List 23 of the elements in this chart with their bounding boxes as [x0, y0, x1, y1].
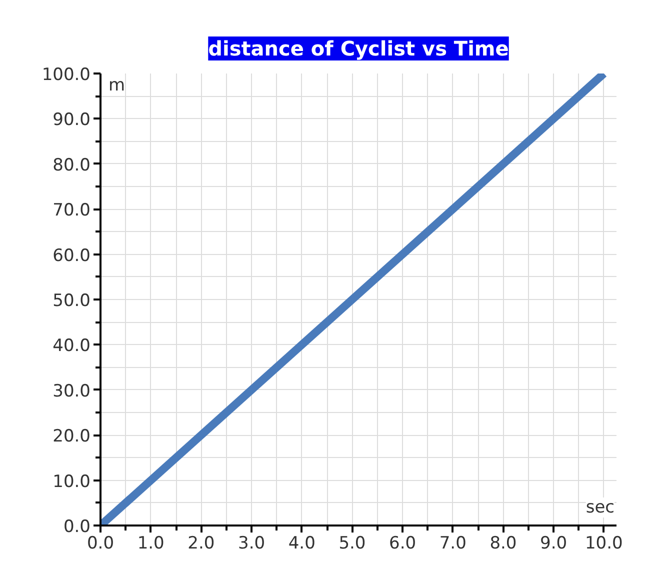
- y-tick-label: 10.0: [52, 472, 91, 492]
- x-tick-label: 5.0: [338, 534, 366, 554]
- y-tick-label: 90.0: [52, 110, 91, 130]
- x-tick-label: 6.0: [389, 534, 416, 554]
- chart-title: distance of Cyclist vs Time: [208, 36, 509, 60]
- x-tick-label: 10.0: [584, 534, 623, 554]
- y-tick-label: 70.0: [52, 200, 91, 221]
- y-tick-label: 60.0: [52, 246, 91, 266]
- x-tick-label: 1.0: [137, 534, 164, 554]
- y-tick-label: 100.0: [42, 65, 91, 85]
- x-tick-label: 7.0: [439, 534, 466, 554]
- x-tick-label: 9.0: [540, 534, 568, 554]
- y-tick-label: 50.0: [52, 291, 91, 311]
- y-axis-title: m: [108, 76, 126, 96]
- x-axis-title: sec: [586, 498, 615, 518]
- y-tick-label: 40.0: [52, 336, 91, 356]
- y-tick-label: 80.0: [52, 155, 91, 176]
- x-tick-label: 2.0: [188, 534, 215, 554]
- x-tick-label: 3.0: [238, 534, 266, 554]
- x-tick-label: 8.0: [490, 534, 517, 554]
- x-tick-label: 4.0: [288, 534, 316, 554]
- y-tick-label: 30.0: [52, 381, 91, 402]
- y-tick-label: 20.0: [52, 426, 91, 447]
